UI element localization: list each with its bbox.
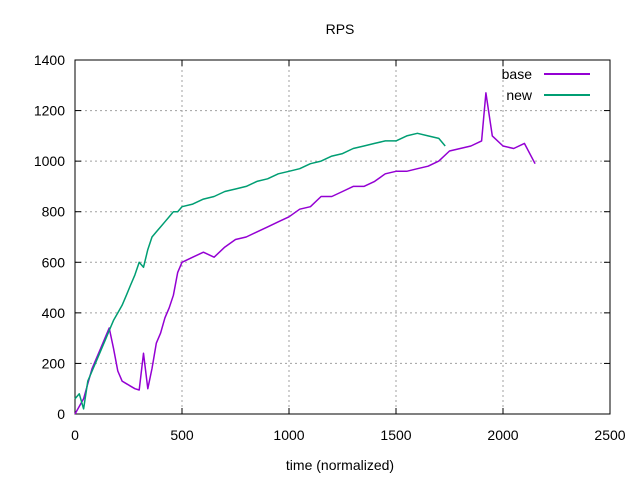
y-tick-label: 1000 [34,153,65,169]
y-tick-label: 400 [42,305,66,321]
grid-lines [75,60,610,414]
x-tick-label: 1500 [380,427,411,443]
y-tick-label: 1200 [34,103,65,119]
series-line-new [74,132,446,410]
plot-frame [74,59,611,415]
axis-ticks: 0 200 400 600 800 1000 1200 1400 0 500 1000 1500 200… [34,52,626,443]
legend: base new [502,66,590,103]
x-axis-label: time (normalized) [286,457,394,473]
y-tick-label: 800 [42,204,66,220]
chart-title: RPS [326,21,355,37]
y-tick-label: 0 [57,406,65,422]
x-tick-label: 0 [71,427,79,443]
x-tick-label: 2000 [487,427,518,443]
x-tick-label: 2500 [594,427,625,443]
series-line-base [74,92,536,415]
x-tick-label: 500 [170,427,194,443]
y-tick-label: 200 [42,355,66,371]
y-tick-label: 1400 [34,52,65,68]
series-group [74,92,536,415]
x-tick-label: 1000 [273,427,304,443]
legend-label-new: new [506,87,533,103]
legend-label-base: base [502,66,533,82]
y-tick-label: 600 [42,254,66,270]
